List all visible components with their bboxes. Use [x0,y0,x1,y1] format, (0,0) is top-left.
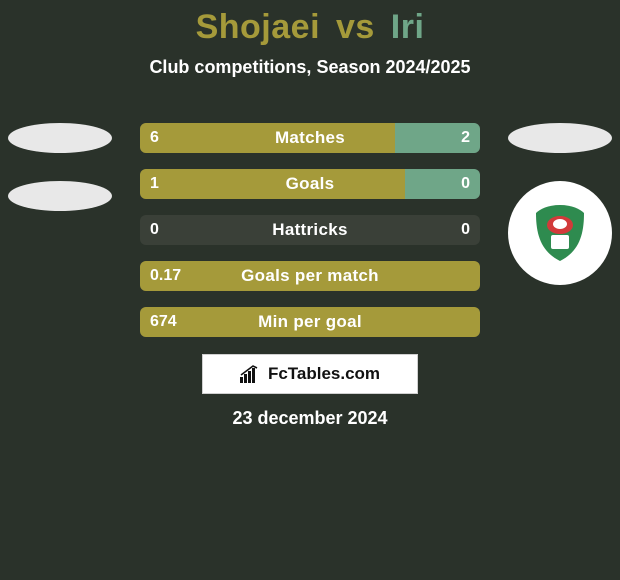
stat-bar-left [140,261,480,291]
stat-bar-track: Goals10 [140,169,480,199]
player2-name: Iri [391,8,425,46]
stat-label: Hattricks [140,215,480,245]
date: 23 december 2024 [0,408,620,429]
stat-bar-right [405,169,480,199]
stat-bar-track: Min per goal674 [140,307,480,337]
watermark: FcTables.com [202,354,418,394]
stat-value-right: 0 [461,215,470,245]
stat-row: Hattricks0 0 [0,207,620,253]
stat-row: Goals10 [0,161,620,207]
stat-bar-right [395,123,480,153]
stat-bar-track: Matches62 [140,123,480,153]
title-vs: vs [336,8,375,46]
stat-bar-left [140,307,480,337]
subtitle: Club competitions, Season 2024/2025 [0,57,620,78]
stat-row: Goals per match0.17 [0,253,620,299]
stat-row: Min per goal674 [0,299,620,345]
comparison-card: Shojaei vs Iri Club competitions, Season… [0,0,620,580]
stat-bar-track: Goals per match0.17 [140,261,480,291]
stat-row: Matches62 [0,115,620,161]
chart-icon [240,365,262,383]
stat-value-left: 0 [150,215,159,245]
stat-bar-track: Hattricks0 0 [140,215,480,245]
stat-bar-left [140,169,405,199]
stats-area: Matches62 Goals10 Hattricks0 0 Goals per mat… [0,115,620,345]
watermark-text: FcTables.com [268,364,380,384]
player1-name: Shojaei [196,8,320,46]
stat-bar-left [140,123,395,153]
title: Shojaei vs Iri [0,0,620,47]
